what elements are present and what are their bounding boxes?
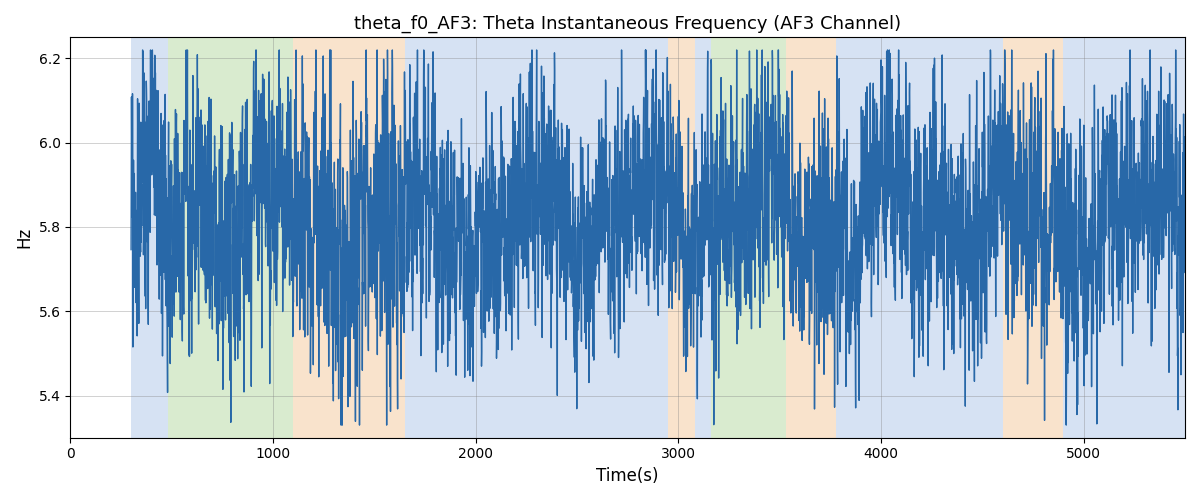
Y-axis label: Hz: Hz bbox=[16, 227, 34, 248]
Title: theta_f0_AF3: Theta Instantaneous Frequency (AF3 Channel): theta_f0_AF3: Theta Instantaneous Freque… bbox=[354, 15, 901, 34]
X-axis label: Time(s): Time(s) bbox=[596, 467, 659, 485]
Bar bbox=[404, 38, 668, 438]
Bar bbox=[1002, 38, 1063, 438]
Bar bbox=[168, 38, 293, 438]
Bar bbox=[1063, 38, 1184, 438]
Bar bbox=[836, 38, 1002, 438]
Bar bbox=[710, 38, 786, 438]
Bar bbox=[293, 38, 404, 438]
Bar bbox=[786, 38, 836, 438]
Bar bbox=[695, 38, 710, 438]
Bar bbox=[668, 38, 695, 438]
Bar bbox=[131, 38, 168, 438]
